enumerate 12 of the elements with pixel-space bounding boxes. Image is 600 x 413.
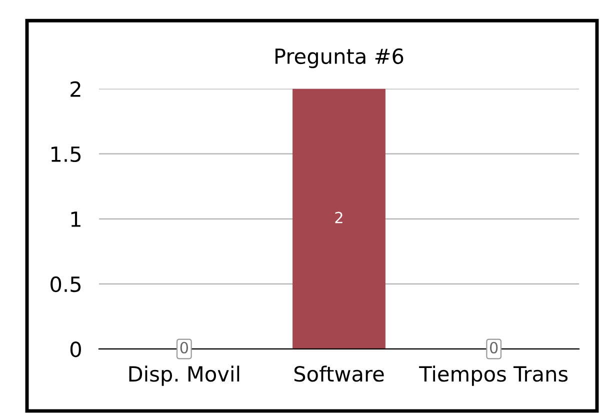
chart-title: Pregunta #6 <box>276 48 404 68</box>
x-tick-label: Software <box>294 366 384 382</box>
x-tick-label: Tiempos Trans <box>419 366 568 386</box>
y-tick-label: 1 <box>71 212 80 227</box>
y-tick-label: 2 <box>70 81 80 97</box>
data-label: 0 <box>180 342 188 354</box>
y-tick-label: 0.5 <box>50 276 81 292</box>
x-tick-label: Disp. Movil <box>129 366 240 386</box>
data-label: 0 <box>490 342 498 354</box>
data-label: 2 <box>335 212 342 224</box>
y-tick-label: 0 <box>70 341 81 358</box>
y-tick-label: 1.5 <box>51 146 81 162</box>
